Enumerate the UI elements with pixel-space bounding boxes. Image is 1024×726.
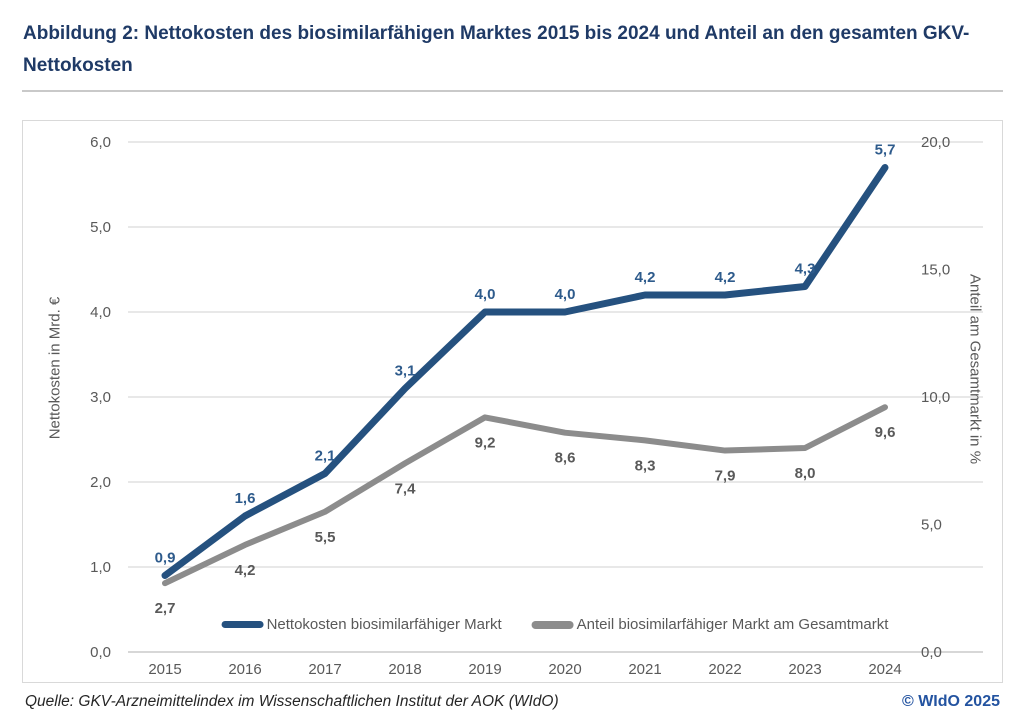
right-axis-title: Anteil am Gesamtmarkt in % xyxy=(966,273,984,465)
line-chart: 0,0 1,0 2,0 3,0 4,0 5,0 6,0 0,0 5,0 10,0 15,0 20,0 2… xyxy=(90,134,983,678)
legend-label: Nettokosten biosimilarfähiger Markt xyxy=(266,616,502,633)
figure-footer: Quelle: GKV-Arzneimittelindex im Wissens… xyxy=(25,693,1000,711)
chart-area: 0,0 1,0 2,0 3,0 4,0 5,0 6,0 0,0 5,0 10,0 15,0 20,0 2… xyxy=(22,120,1003,683)
data-label: 1,6 xyxy=(235,490,256,507)
data-label: 4,3 xyxy=(795,261,816,278)
data-label: 7,9 xyxy=(715,468,736,485)
data-label: 4,2 xyxy=(235,562,256,579)
source-note: Quelle: GKV-Arzneimittelindex im Wissens… xyxy=(25,693,559,710)
legend-line-swatch-blue xyxy=(221,621,264,628)
x-axis-tick-label: 2016 xyxy=(228,661,261,678)
data-label: 4,2 xyxy=(635,269,656,286)
legend-item-nettokosten: Nettokosten biosimilarfähiger Markt xyxy=(221,616,502,633)
legend-line-swatch-gray xyxy=(531,620,574,629)
right-axis-tick-label: 20,0 xyxy=(921,134,950,151)
data-label: 8,0 xyxy=(795,465,816,482)
title-divider xyxy=(22,90,1003,92)
left-axis-tick-label: 4,0 xyxy=(90,304,111,321)
x-axis-tick-label: 2018 xyxy=(388,661,421,678)
copyright-note: © WIdO 2025 xyxy=(901,693,1000,710)
left-axis-tick-label: 0,0 xyxy=(90,644,111,661)
right-axis-tick-label: 5,0 xyxy=(921,517,942,534)
x-axis-tick-label: 2024 xyxy=(868,661,901,678)
left-axis-tick-label: 2,0 xyxy=(90,474,111,491)
data-label: 5,5 xyxy=(315,529,336,546)
data-label: 2,1 xyxy=(315,448,336,465)
x-axis-tick-label: 2019 xyxy=(468,661,501,678)
data-label: 3,1 xyxy=(395,363,416,380)
x-axis-tick-label: 2017 xyxy=(308,661,341,678)
data-label: 4,0 xyxy=(555,286,576,303)
series-line-anteil xyxy=(162,404,888,587)
x-axis-tick-label: 2015 xyxy=(148,661,181,678)
right-axis-tick-label: 15,0 xyxy=(921,262,950,279)
x-axis-tick-label: 2020 xyxy=(548,661,581,678)
data-label: 8,3 xyxy=(635,457,656,474)
left-axis-tick-label: 5,0 xyxy=(90,219,111,236)
left-axis-tick-label: 3,0 xyxy=(90,389,111,406)
data-label: 4,2 xyxy=(715,269,736,286)
x-axis-tick-label: 2022 xyxy=(708,661,741,678)
data-label: 0,9 xyxy=(155,550,176,567)
right-axis-tick-label: 10,0 xyxy=(921,389,950,406)
series-line-nettokosten xyxy=(161,164,889,579)
data-label: 4,0 xyxy=(475,286,496,303)
data-label: 9,6 xyxy=(875,424,896,441)
legend-label: Anteil biosimilarfähiger Markt am Gesamt… xyxy=(576,616,889,633)
left-axis-title: Nettokosten in Mrd. € xyxy=(46,296,64,440)
x-axis-tick-label: 2023 xyxy=(788,661,821,678)
data-label: 9,2 xyxy=(475,434,496,451)
left-axis-tick-label: 6,0 xyxy=(90,134,111,151)
right-axis-tick-label: 0,0 xyxy=(921,644,942,661)
chart-legend: Nettokosten biosimilarfähiger Markt Ante… xyxy=(221,616,889,633)
x-axis-tick-label: 2021 xyxy=(628,661,661,678)
figure-title: Abbildung 2: Nettokosten des biosimilarf… xyxy=(23,23,970,76)
data-label: 2,7 xyxy=(155,600,176,617)
legend-item-anteil: Anteil biosimilarfähiger Markt am Gesamt… xyxy=(531,616,889,633)
left-axis-tick-label: 1,0 xyxy=(90,559,111,576)
data-label: 5,7 xyxy=(875,142,896,159)
data-label: 7,4 xyxy=(395,480,417,497)
data-label: 8,6 xyxy=(555,450,576,467)
